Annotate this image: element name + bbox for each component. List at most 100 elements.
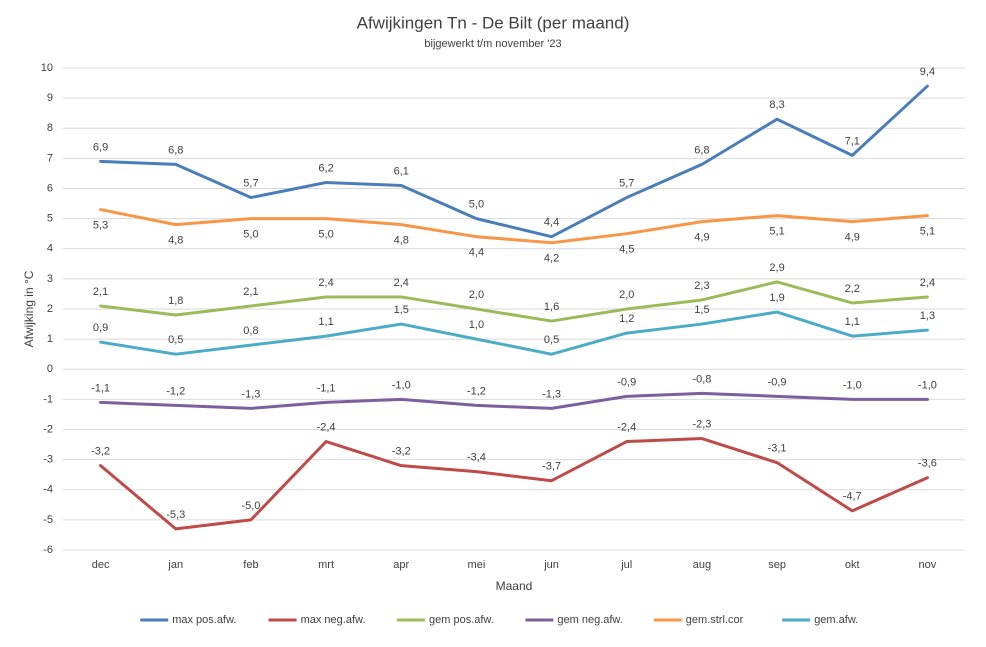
y-tick-label: 4 — [47, 243, 53, 255]
data-label: 7,1 — [845, 135, 860, 147]
data-label: 4,8 — [394, 235, 409, 247]
data-label: 1,9 — [769, 292, 784, 304]
data-label: -1,0 — [392, 379, 411, 391]
y-tick-label: -3 — [43, 454, 53, 466]
data-label: 1,1 — [845, 316, 860, 328]
data-label: 0,5 — [544, 334, 559, 346]
data-label: 1,6 — [544, 301, 559, 313]
data-label: 0,8 — [243, 325, 258, 337]
chart-title: Afwijkingen Tn - De Bilt (per maand) — [357, 13, 630, 32]
data-label: -3,2 — [392, 446, 411, 458]
data-label: -5,0 — [241, 500, 260, 512]
y-tick-label: -5 — [43, 514, 53, 526]
x-tick-label: mrt — [318, 559, 334, 571]
x-tick-label: sep — [768, 559, 786, 571]
data-label: 2,4 — [318, 277, 333, 289]
line — [99, 84, 929, 239]
line — [99, 310, 929, 356]
data-label: 2,1 — [93, 286, 108, 298]
data-label: 4,4 — [469, 247, 484, 259]
y-tick-label: -2 — [43, 423, 53, 435]
data-label: 2,2 — [845, 283, 860, 295]
y-tick-label: 0 — [47, 363, 53, 375]
line — [99, 208, 929, 245]
data-label: 5,7 — [243, 177, 258, 189]
data-label: -1,1 — [317, 382, 336, 394]
data-label: -1,3 — [542, 388, 561, 400]
data-label: -3,6 — [918, 458, 937, 470]
data-label: 1,5 — [694, 304, 709, 316]
data-label: 5,1 — [920, 226, 935, 238]
data-label: -1,2 — [166, 385, 185, 397]
x-tick-label: dec — [92, 559, 110, 571]
data-label: -1,0 — [843, 379, 862, 391]
data-label: -3,4 — [467, 452, 486, 464]
line — [99, 280, 929, 323]
x-tick-label: nov — [919, 559, 937, 571]
data-label: 4,9 — [845, 232, 860, 244]
y-tick-label: 8 — [47, 122, 53, 134]
data-label: 6,9 — [93, 141, 108, 153]
legend-label: gem.strl.cor — [686, 614, 744, 626]
data-label: 2,0 — [619, 289, 634, 301]
data-label: 9,4 — [920, 66, 935, 78]
data-label: 1,1 — [318, 316, 333, 328]
data-label: -5,3 — [166, 509, 185, 521]
y-tick-label: 6 — [47, 182, 53, 194]
x-axis-title: Maand — [496, 579, 533, 593]
data-label: -2,4 — [317, 421, 336, 433]
data-label: -1,3 — [241, 388, 260, 400]
data-label: -4,7 — [843, 491, 862, 503]
data-label: 6,2 — [318, 162, 333, 174]
data-label: 6,8 — [168, 144, 183, 156]
chart-subtitle: bijgewerkt t/m november '23 — [424, 38, 561, 50]
data-label: 8,3 — [769, 99, 784, 111]
data-label: 5,0 — [469, 199, 484, 211]
y-tick-label: -1 — [43, 393, 53, 405]
data-label: 4,2 — [544, 253, 559, 265]
data-label: 0,5 — [168, 334, 183, 346]
data-label: 2,1 — [243, 286, 258, 298]
x-tick-label: jun — [543, 559, 559, 571]
data-label: -0,9 — [617, 376, 636, 388]
legend-label: max neg.afw. — [301, 614, 366, 626]
data-label: 2,9 — [769, 262, 784, 274]
y-tick-label: -4 — [43, 484, 53, 496]
data-label: -2,4 — [617, 421, 636, 433]
y-tick-label: 5 — [47, 213, 53, 225]
data-label: 1,5 — [394, 304, 409, 316]
data-label: -3,2 — [91, 446, 110, 458]
data-label: -0,9 — [768, 376, 787, 388]
data-label: 6,1 — [394, 165, 409, 177]
data-label: 4,4 — [544, 217, 559, 229]
data-label: 5,0 — [318, 229, 333, 241]
data-label: 5,1 — [769, 226, 784, 238]
y-axis-title: Afwijking in °C — [22, 270, 36, 347]
line — [99, 391, 929, 410]
data-label: 2,3 — [694, 280, 709, 292]
data-label: 1,0 — [469, 319, 484, 331]
data-label: -2,3 — [692, 418, 711, 430]
legend-label: gem.afw. — [814, 614, 858, 626]
data-label: 4,8 — [168, 235, 183, 247]
legend-label: max pos.afw. — [172, 614, 236, 626]
data-label: 1,3 — [920, 310, 935, 322]
data-label: -0,8 — [692, 373, 711, 385]
y-tick-label: -6 — [43, 544, 53, 556]
data-label: -3,1 — [768, 443, 787, 455]
y-tick-label: 7 — [47, 152, 53, 164]
data-label: 5,7 — [619, 177, 634, 189]
data-label: 1,2 — [619, 313, 634, 325]
data-label: 5,3 — [93, 219, 108, 231]
data-label: -1,1 — [91, 382, 110, 394]
data-label: 4,9 — [694, 232, 709, 244]
legend-label: gem neg.afw. — [557, 614, 622, 626]
legend-label: gem pos.afw. — [429, 614, 494, 626]
data-label: 0,9 — [93, 322, 108, 334]
line — [99, 437, 929, 531]
y-tick-label: 2 — [47, 303, 53, 315]
x-tick-label: apr — [393, 559, 409, 571]
x-tick-label: jan — [167, 559, 183, 571]
